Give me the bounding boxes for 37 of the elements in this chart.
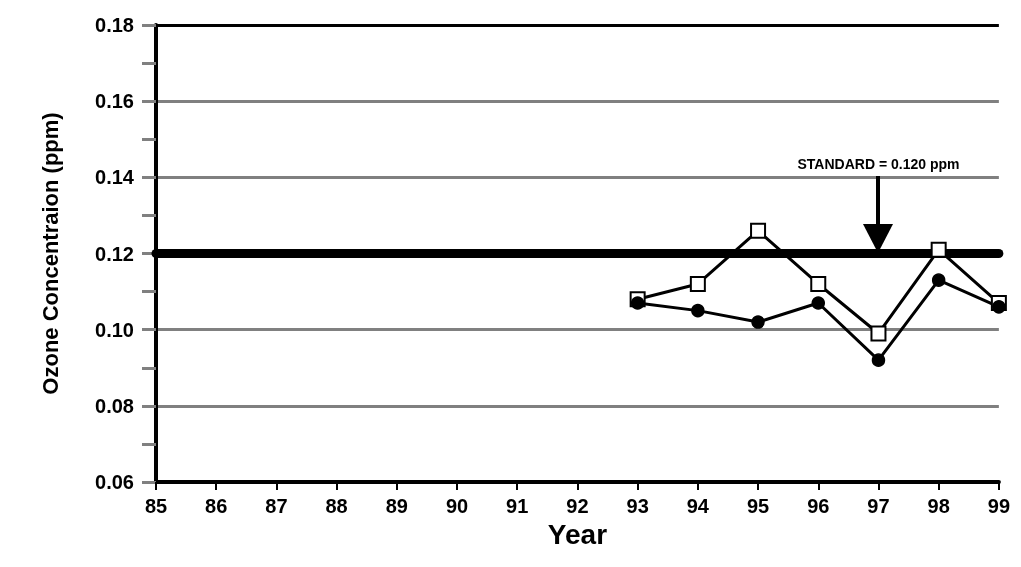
y-tick-label: 0.06 <box>95 471 134 493</box>
x-tick-label: 89 <box>385 495 408 517</box>
y-tick-label: 0.08 <box>95 394 134 417</box>
x-tick-label: 96 <box>807 495 830 517</box>
x-tick-label: 98 <box>927 495 950 517</box>
x-tick-label: 91 <box>506 495 529 517</box>
y-tick-label: 0.10 <box>95 318 134 341</box>
point <box>810 275 827 292</box>
point <box>931 273 946 287</box>
x-tick-label: 92 <box>566 495 589 517</box>
point <box>992 300 1006 314</box>
x-tick-label: 94 <box>686 495 710 517</box>
point <box>689 275 706 292</box>
point <box>870 325 887 342</box>
point <box>691 303 705 318</box>
point <box>871 353 886 367</box>
point <box>751 315 765 329</box>
x-tick-label: 87 <box>265 495 288 517</box>
x-tick-label: 97 <box>867 495 890 517</box>
x-tick-label: 95 <box>746 495 770 517</box>
y-tick-label: 0.18 <box>95 14 134 36</box>
y-tick-label: 0.16 <box>95 90 134 113</box>
x-tick-label: 86 <box>205 495 228 517</box>
y-axis-title: Ozone Concentraion (ppm) <box>37 112 63 395</box>
point <box>930 241 947 258</box>
x-axis-title: Year <box>547 519 608 551</box>
ref-line-label: STANDARD = 0.120 ppm <box>797 155 960 172</box>
y-tick-label: 0.12 <box>95 242 134 265</box>
x-tick-label: 88 <box>325 495 348 517</box>
y-tick-label: 0.14 <box>95 166 135 189</box>
x-tick-label: 85 <box>144 495 168 517</box>
x-tick-label: 90 <box>445 495 469 517</box>
point <box>630 296 645 310</box>
point <box>750 222 767 239</box>
point <box>811 296 826 310</box>
x-tick-label: 99 <box>987 495 1010 517</box>
x-tick-label: 93 <box>626 495 649 517</box>
